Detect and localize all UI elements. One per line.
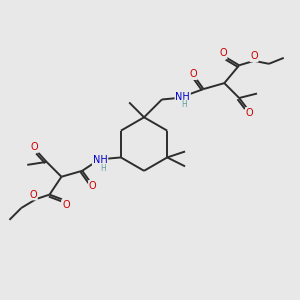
Text: O: O	[219, 48, 226, 59]
Text: O: O	[29, 190, 37, 200]
Text: O: O	[250, 51, 258, 62]
Text: H: H	[181, 100, 187, 109]
Text: O: O	[189, 69, 197, 79]
Text: H: H	[100, 164, 106, 173]
Text: O: O	[62, 200, 70, 210]
Text: NH: NH	[175, 92, 190, 101]
Text: NH: NH	[93, 155, 107, 165]
Text: O: O	[31, 142, 38, 152]
Text: O: O	[89, 181, 97, 191]
Text: O: O	[246, 108, 254, 118]
